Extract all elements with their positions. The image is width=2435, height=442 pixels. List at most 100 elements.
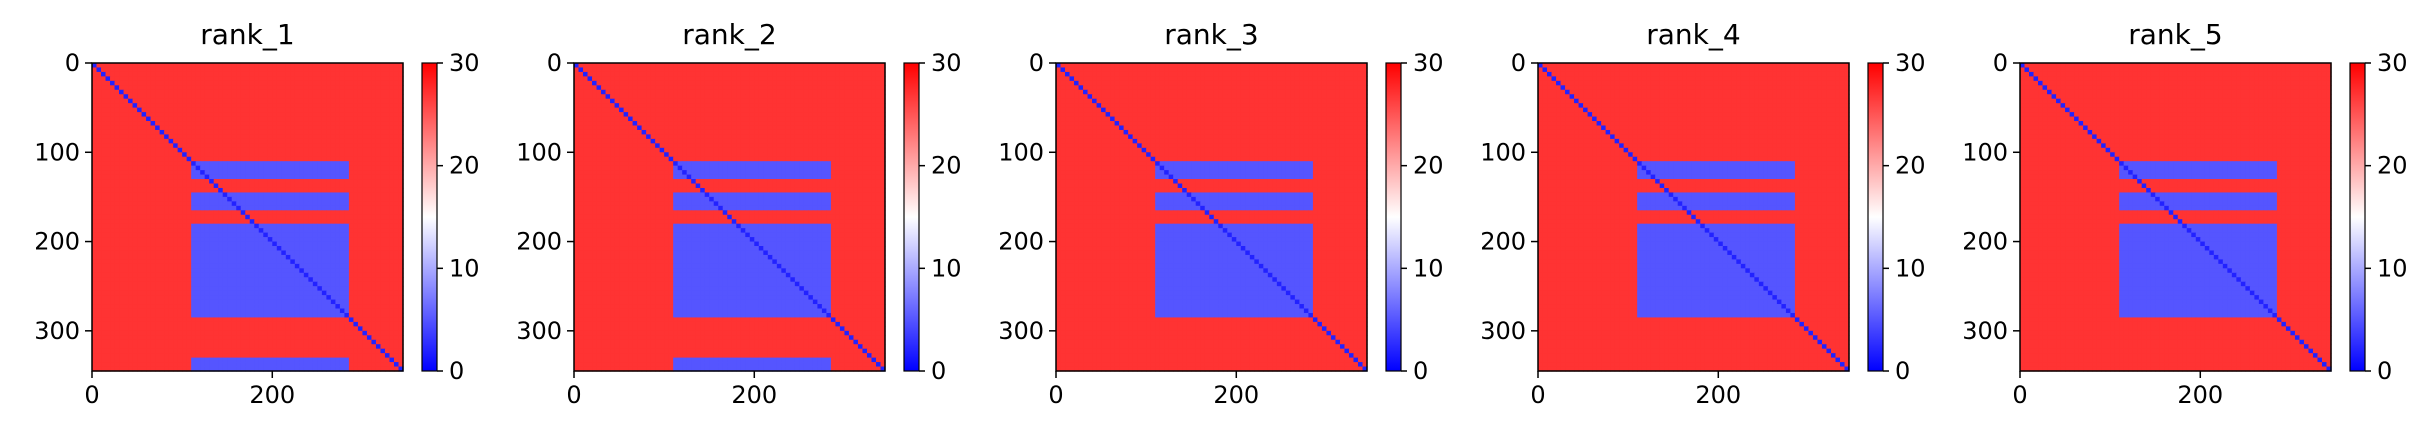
heatmap-cell [205, 81, 210, 86]
heatmap-cell [182, 152, 187, 157]
heatmap-cell [146, 313, 151, 318]
heatmap-cell [272, 291, 277, 296]
heatmap-cell [137, 166, 142, 171]
heatmap-cell [313, 72, 318, 77]
heatmap-cell [187, 81, 192, 86]
heatmap-cell [164, 148, 169, 153]
heatmap-cell [173, 362, 178, 367]
heatmap-cell [155, 291, 160, 296]
heatmap-cell [214, 322, 219, 327]
heatmap-cell [101, 67, 106, 72]
heatmap-cell [182, 184, 187, 189]
heatmap-cell [322, 215, 327, 220]
heatmap-cell [362, 63, 367, 68]
heatmap-cell [196, 215, 201, 220]
heatmap-cell [169, 362, 174, 367]
heatmap-cell [128, 148, 133, 153]
heatmap-cell [367, 273, 372, 278]
heatmap-cell [133, 67, 138, 72]
heatmap-cell [308, 286, 313, 291]
heatmap-cell [115, 139, 120, 144]
heatmap-cell [142, 340, 147, 345]
heatmap-cell [588, 67, 593, 72]
heatmap-cell [277, 362, 282, 367]
heatmap-cell [164, 90, 169, 95]
heatmap-cell [371, 291, 376, 296]
heatmap-cell [182, 317, 187, 322]
heatmap-cell [250, 152, 255, 157]
heatmap-cell [322, 90, 327, 95]
heatmap-cell [200, 255, 205, 260]
heatmap-cell [295, 331, 300, 336]
heatmap-cell [146, 317, 151, 322]
heatmap-cell [277, 99, 282, 104]
heatmap-cell [331, 170, 336, 175]
heatmap-cell [290, 188, 295, 193]
x-tick-label: 0 [84, 381, 99, 409]
heatmap-cell [344, 362, 349, 367]
heatmap-cell [92, 300, 97, 305]
heatmap-cell [295, 242, 300, 247]
heatmap-cell [380, 313, 385, 318]
heatmap-cell [146, 188, 151, 193]
heatmap-cell [146, 206, 151, 211]
heatmap-cell [133, 63, 138, 68]
heatmap-cell [799, 63, 804, 68]
heatmap-cell [376, 353, 381, 358]
heatmap-cell [106, 268, 111, 273]
heatmap-cell [101, 152, 106, 157]
heatmap-cell [322, 277, 327, 282]
heatmap-cell [137, 67, 142, 72]
heatmap-cell [335, 139, 340, 144]
heatmap-cell [187, 322, 192, 327]
heatmap-cell [137, 349, 142, 354]
heatmap-cell [97, 215, 102, 220]
heatmap-cell [223, 295, 228, 300]
heatmap-cell [110, 264, 115, 269]
heatmap-cell [380, 264, 385, 269]
heatmap-cell [777, 72, 782, 77]
heatmap-cell [385, 340, 390, 345]
y-tick-label: 200 [34, 228, 80, 256]
heatmap-cell [313, 349, 318, 354]
heatmap-cell [340, 201, 345, 206]
heatmap-cell [232, 121, 237, 126]
heatmap-cell [119, 148, 124, 153]
heatmap-cell [232, 72, 237, 77]
heatmap-cell [362, 219, 367, 224]
heatmap-cell [101, 291, 106, 296]
heatmap-cell [124, 139, 129, 144]
heatmap-cell [389, 201, 394, 206]
heatmap-cell [326, 259, 331, 264]
heatmap-cell [299, 206, 304, 211]
heatmap-cell [92, 210, 97, 215]
heatmap-cell [277, 304, 282, 309]
heatmap-cell [380, 277, 385, 282]
heatmap-cell [367, 277, 372, 282]
heatmap-cell [362, 273, 367, 278]
heatmap-cell [101, 304, 106, 309]
heatmap-cell [191, 331, 196, 336]
heatmap-cell [286, 282, 291, 287]
heatmap-cell [259, 264, 264, 269]
heatmap-cell [209, 233, 214, 238]
heatmap-cell [151, 210, 156, 215]
heatmap-cell [385, 233, 390, 238]
heatmap-cell [146, 273, 151, 278]
heatmap-cell [209, 282, 214, 287]
heatmap-cell [290, 228, 295, 233]
heatmap-cell [160, 286, 165, 291]
heatmap-cell [196, 81, 201, 86]
heatmap-cell [205, 291, 210, 296]
heatmap-cell [245, 295, 250, 300]
heatmap-cell [124, 197, 129, 202]
heatmap-cell [182, 139, 187, 144]
heatmap-cell [380, 179, 385, 184]
heatmap-cell [223, 188, 228, 193]
heatmap-cell [362, 152, 367, 157]
heatmap-cell [313, 134, 318, 139]
heatmap-cell [227, 112, 232, 117]
heatmap-cell [223, 344, 228, 349]
heatmap-cell [151, 152, 156, 157]
heatmap-cell [173, 184, 178, 189]
